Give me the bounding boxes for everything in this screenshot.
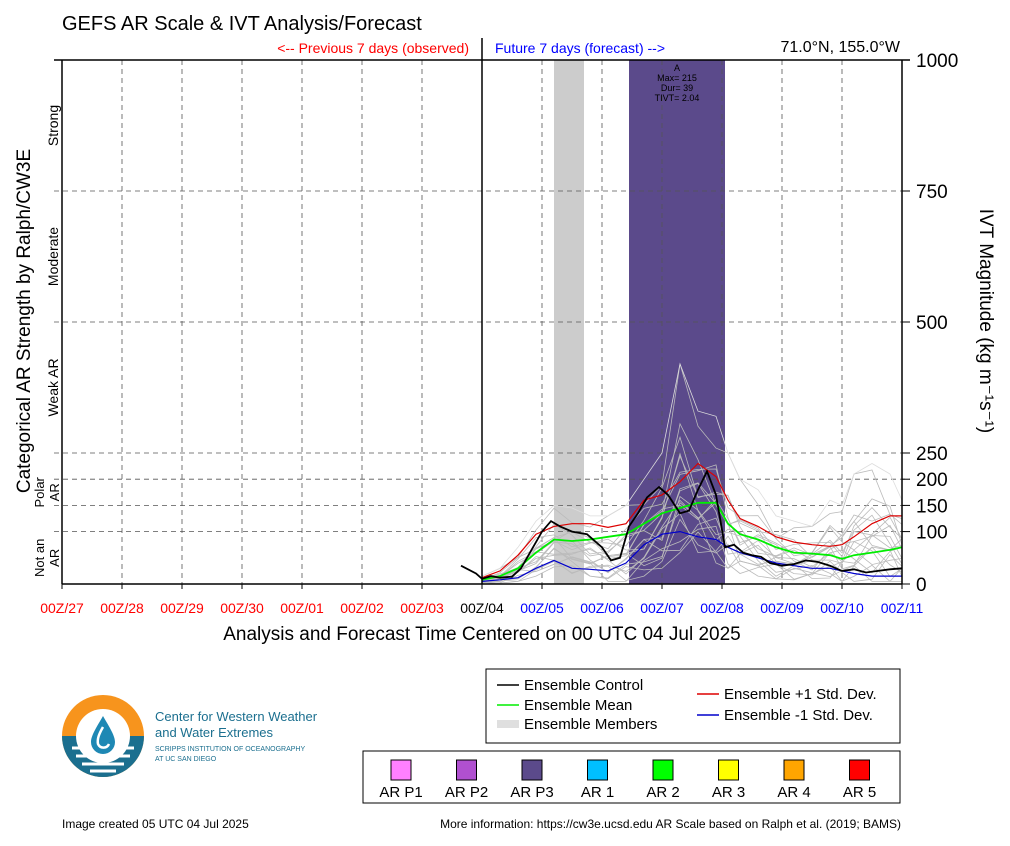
ar-event-annotation-line: TIVT= 2.04 (655, 93, 700, 103)
x-tick-label: 00Z/04 (460, 600, 504, 616)
y-tick-label: 750 (916, 182, 948, 203)
x-tick-label: 00Z/03 (400, 600, 444, 616)
left-axis-title: Categorical AR Strength by Ralph/CW3E (14, 149, 35, 493)
ensemble-member-line (481, 531, 902, 584)
logo-text-line1: Center for Western Weather (155, 709, 318, 724)
x-tick-label: 00Z/05 (520, 600, 564, 616)
tick-labels: 00Z/27 00Z/28 00Z/29 00Z/30 00Z/01 00Z/02 00Z/… (40, 51, 958, 616)
category-label: Weak AR (45, 358, 61, 416)
ar-scale-swatch-ar-p2 (456, 759, 477, 781)
x-tick-label: 00Z/02 (340, 600, 384, 616)
ar-scale-label-ar-p2: AR P2 (445, 784, 488, 801)
ar-event-annotation-line: Dur= 39 (661, 83, 693, 93)
legend-label-ensemble-control: Ensemble Control (524, 677, 643, 694)
ar-scale-swatch-ar-p3 (521, 759, 543, 781)
legend-label-ensemble-1-std-dev: Ensemble +1 Std. Dev. (724, 686, 877, 703)
ar-scale-label-ar-p1: AR P1 (379, 784, 422, 801)
ensemble-mean-line (481, 501, 903, 581)
ar-event-annotation-line: A (674, 63, 680, 73)
category-label: Moderate (45, 227, 61, 286)
legend-entries: Ensemble Control Ensemble Mean Ensemble Me… (497, 677, 877, 733)
ensemble-member-line (481, 363, 903, 577)
ar-scale-label-ar-5: AR 5 (843, 784, 876, 801)
ar-scale-label-ar-3: AR 3 (712, 784, 745, 801)
ensemble-member-line (481, 452, 903, 582)
ar-scale-label-ar-1: AR 1 (581, 784, 614, 801)
y-tick-label: 200 (916, 470, 948, 491)
image-created-label: Image created 05 UTC 04 Jul 2025 (62, 817, 249, 831)
series-lines (460, 462, 903, 582)
ensemble-member-line (481, 455, 903, 580)
x-axis-title: Analysis and Forecast Time Centered on 0… (223, 624, 741, 645)
ar-scale-legend-box (362, 750, 901, 804)
axes (54, 38, 910, 585)
ensemble-member-line (481, 517, 903, 584)
ensemble-member-upper (481, 362, 903, 577)
legend-box (485, 668, 901, 744)
legend-label-ensemble-mean: Ensemble Mean (524, 697, 632, 714)
ar-scale-swatch-ar-2 (652, 759, 674, 781)
x-tick-label: 00Z/29 (160, 600, 204, 616)
x-tick-label: 00Z/07 (640, 600, 684, 616)
logo-text-line2: and Water Extremes (155, 725, 274, 740)
category-label: PolarAR (32, 476, 62, 507)
right-axis-title: IVT Magnitude (kg m⁻¹s⁻¹) (975, 209, 996, 434)
category-label: Not anAR (32, 539, 62, 577)
x-tick-label: 00Z/30 (220, 600, 264, 616)
chart-title: GEFS AR Scale & IVT Analysis/Forecast (62, 13, 422, 35)
ar-scale-legend: AR P1 AR P2 AR P3 AR 1 AR 2 AR 3 AR 4 AR 5 (379, 759, 876, 801)
ar-scale-label-ar-4: AR 4 (777, 784, 810, 801)
ar-scale-swatch-ar-1 (587, 759, 608, 781)
y-tick-label: 100 (916, 523, 948, 544)
x-tick-label: 00Z/08 (700, 600, 744, 616)
legend-label-ensemble-1-std-dev: Ensemble -1 Std. Dev. (724, 707, 873, 724)
x-tick-label: 00Z/06 (580, 600, 624, 616)
x-tick-label: 00Z/27 (40, 600, 84, 616)
y-tick-label: 250 (916, 444, 948, 465)
ar-scale-label-ar-2: AR 2 (646, 784, 679, 801)
category-label: Strong (45, 105, 61, 146)
ar-scale-label-ar-p3: AR P3 (510, 784, 553, 801)
x-tick-label: 00Z/11 (881, 600, 924, 616)
logo-text-line4: AT UC SAN DIEGO (155, 756, 217, 763)
y-tick-label: 1000 (916, 51, 958, 72)
ensemble-control-line (460, 469, 903, 580)
x-tick-label: 00Z/01 (280, 600, 324, 616)
y-tick-label: 0 (916, 575, 927, 596)
ar-event-annotation-line: Max= 215 (657, 73, 697, 83)
y-tick-label: 150 (916, 496, 948, 517)
x-tick-label: 00Z/09 (760, 600, 804, 616)
location-label: 71.0°N, 155.0°W (780, 39, 900, 56)
future-days-label: Future 7 days (forecast) --> (495, 40, 665, 56)
grid-lines (54, 60, 910, 584)
legend-label-ensemble-members: Ensemble Members (524, 716, 657, 733)
category-labels: Strong Moderate Weak AR PolarAR Not anAR (32, 105, 62, 577)
ensemble-member-line (481, 468, 903, 581)
ar-scale-swatch-ar-3 (718, 759, 739, 781)
previous-days-label: <-- Previous 7 days (observed) (277, 40, 469, 56)
y-tick-label: 500 (916, 313, 948, 334)
ar-scale-swatch-ar-4 (783, 759, 805, 781)
x-tick-label: 00Z/28 (100, 600, 144, 616)
x-tick-label: 00Z/10 (820, 600, 864, 616)
logo-text-line3: SCRIPPS INSTITUTION OF OCEANOGRAPHY (155, 746, 305, 753)
ar-scale-swatch-ar-5 (849, 759, 870, 781)
ar-scale-swatch-ar-p1 (390, 759, 412, 781)
more-information-label: More information: https://cw3e.ucsd.edu … (440, 817, 901, 831)
cw3e-logo (62, 695, 144, 777)
